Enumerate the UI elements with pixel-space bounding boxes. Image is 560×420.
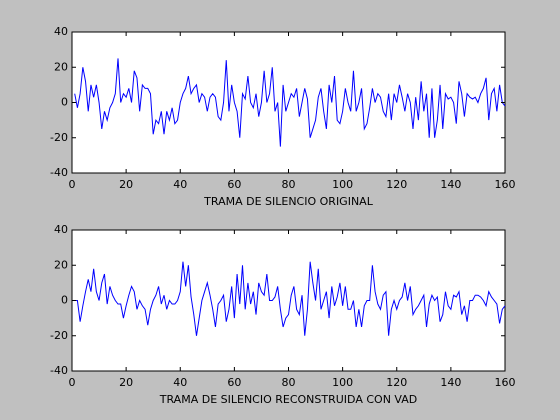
- y-tick-label: 20: [54, 60, 68, 73]
- y-tick-label: -20: [50, 131, 68, 144]
- axes-background: [71, 229, 506, 372]
- x-tick-label: 60: [227, 178, 241, 191]
- x-tick-label: 140: [440, 376, 461, 389]
- x-tick-label: 60: [227, 376, 241, 389]
- y-tick-label: -20: [50, 329, 68, 342]
- x-axis-label: TRAMA DE SILENCIO ORIGINAL: [203, 195, 374, 208]
- x-tick-label: 140: [440, 178, 461, 191]
- y-tick-label: -40: [50, 364, 68, 377]
- x-tick-label: 20: [119, 376, 133, 389]
- y-tick-label: 0: [61, 96, 68, 109]
- x-tick-label: 80: [282, 178, 296, 191]
- data-line: [74, 261, 506, 336]
- x-tick-label: 100: [332, 178, 353, 191]
- x-tick-label: 160: [495, 376, 516, 389]
- data-line: [74, 58, 506, 147]
- x-tick-label: 100: [332, 376, 353, 389]
- x-tick-label: 40: [173, 376, 187, 389]
- x-tick-label: 20: [119, 178, 133, 191]
- y-tick-label: 40: [54, 25, 68, 38]
- x-tick-label: 120: [386, 178, 407, 191]
- x-tick-label: 160: [495, 178, 516, 191]
- x-tick-label: 120: [386, 376, 407, 389]
- x-tick-label: 0: [69, 376, 76, 389]
- y-tick-label: 20: [54, 258, 68, 271]
- x-tick-label: 0: [69, 178, 76, 191]
- x-tick-label: 80: [282, 376, 296, 389]
- y-tick-label: 40: [54, 223, 68, 236]
- x-axis-label: TRAMA DE SILENCIO RECONSTRUIDA CON VAD: [159, 393, 417, 406]
- y-tick-label: 0: [61, 294, 68, 307]
- y-tick-label: -40: [50, 166, 68, 179]
- x-tick-label: 40: [173, 178, 187, 191]
